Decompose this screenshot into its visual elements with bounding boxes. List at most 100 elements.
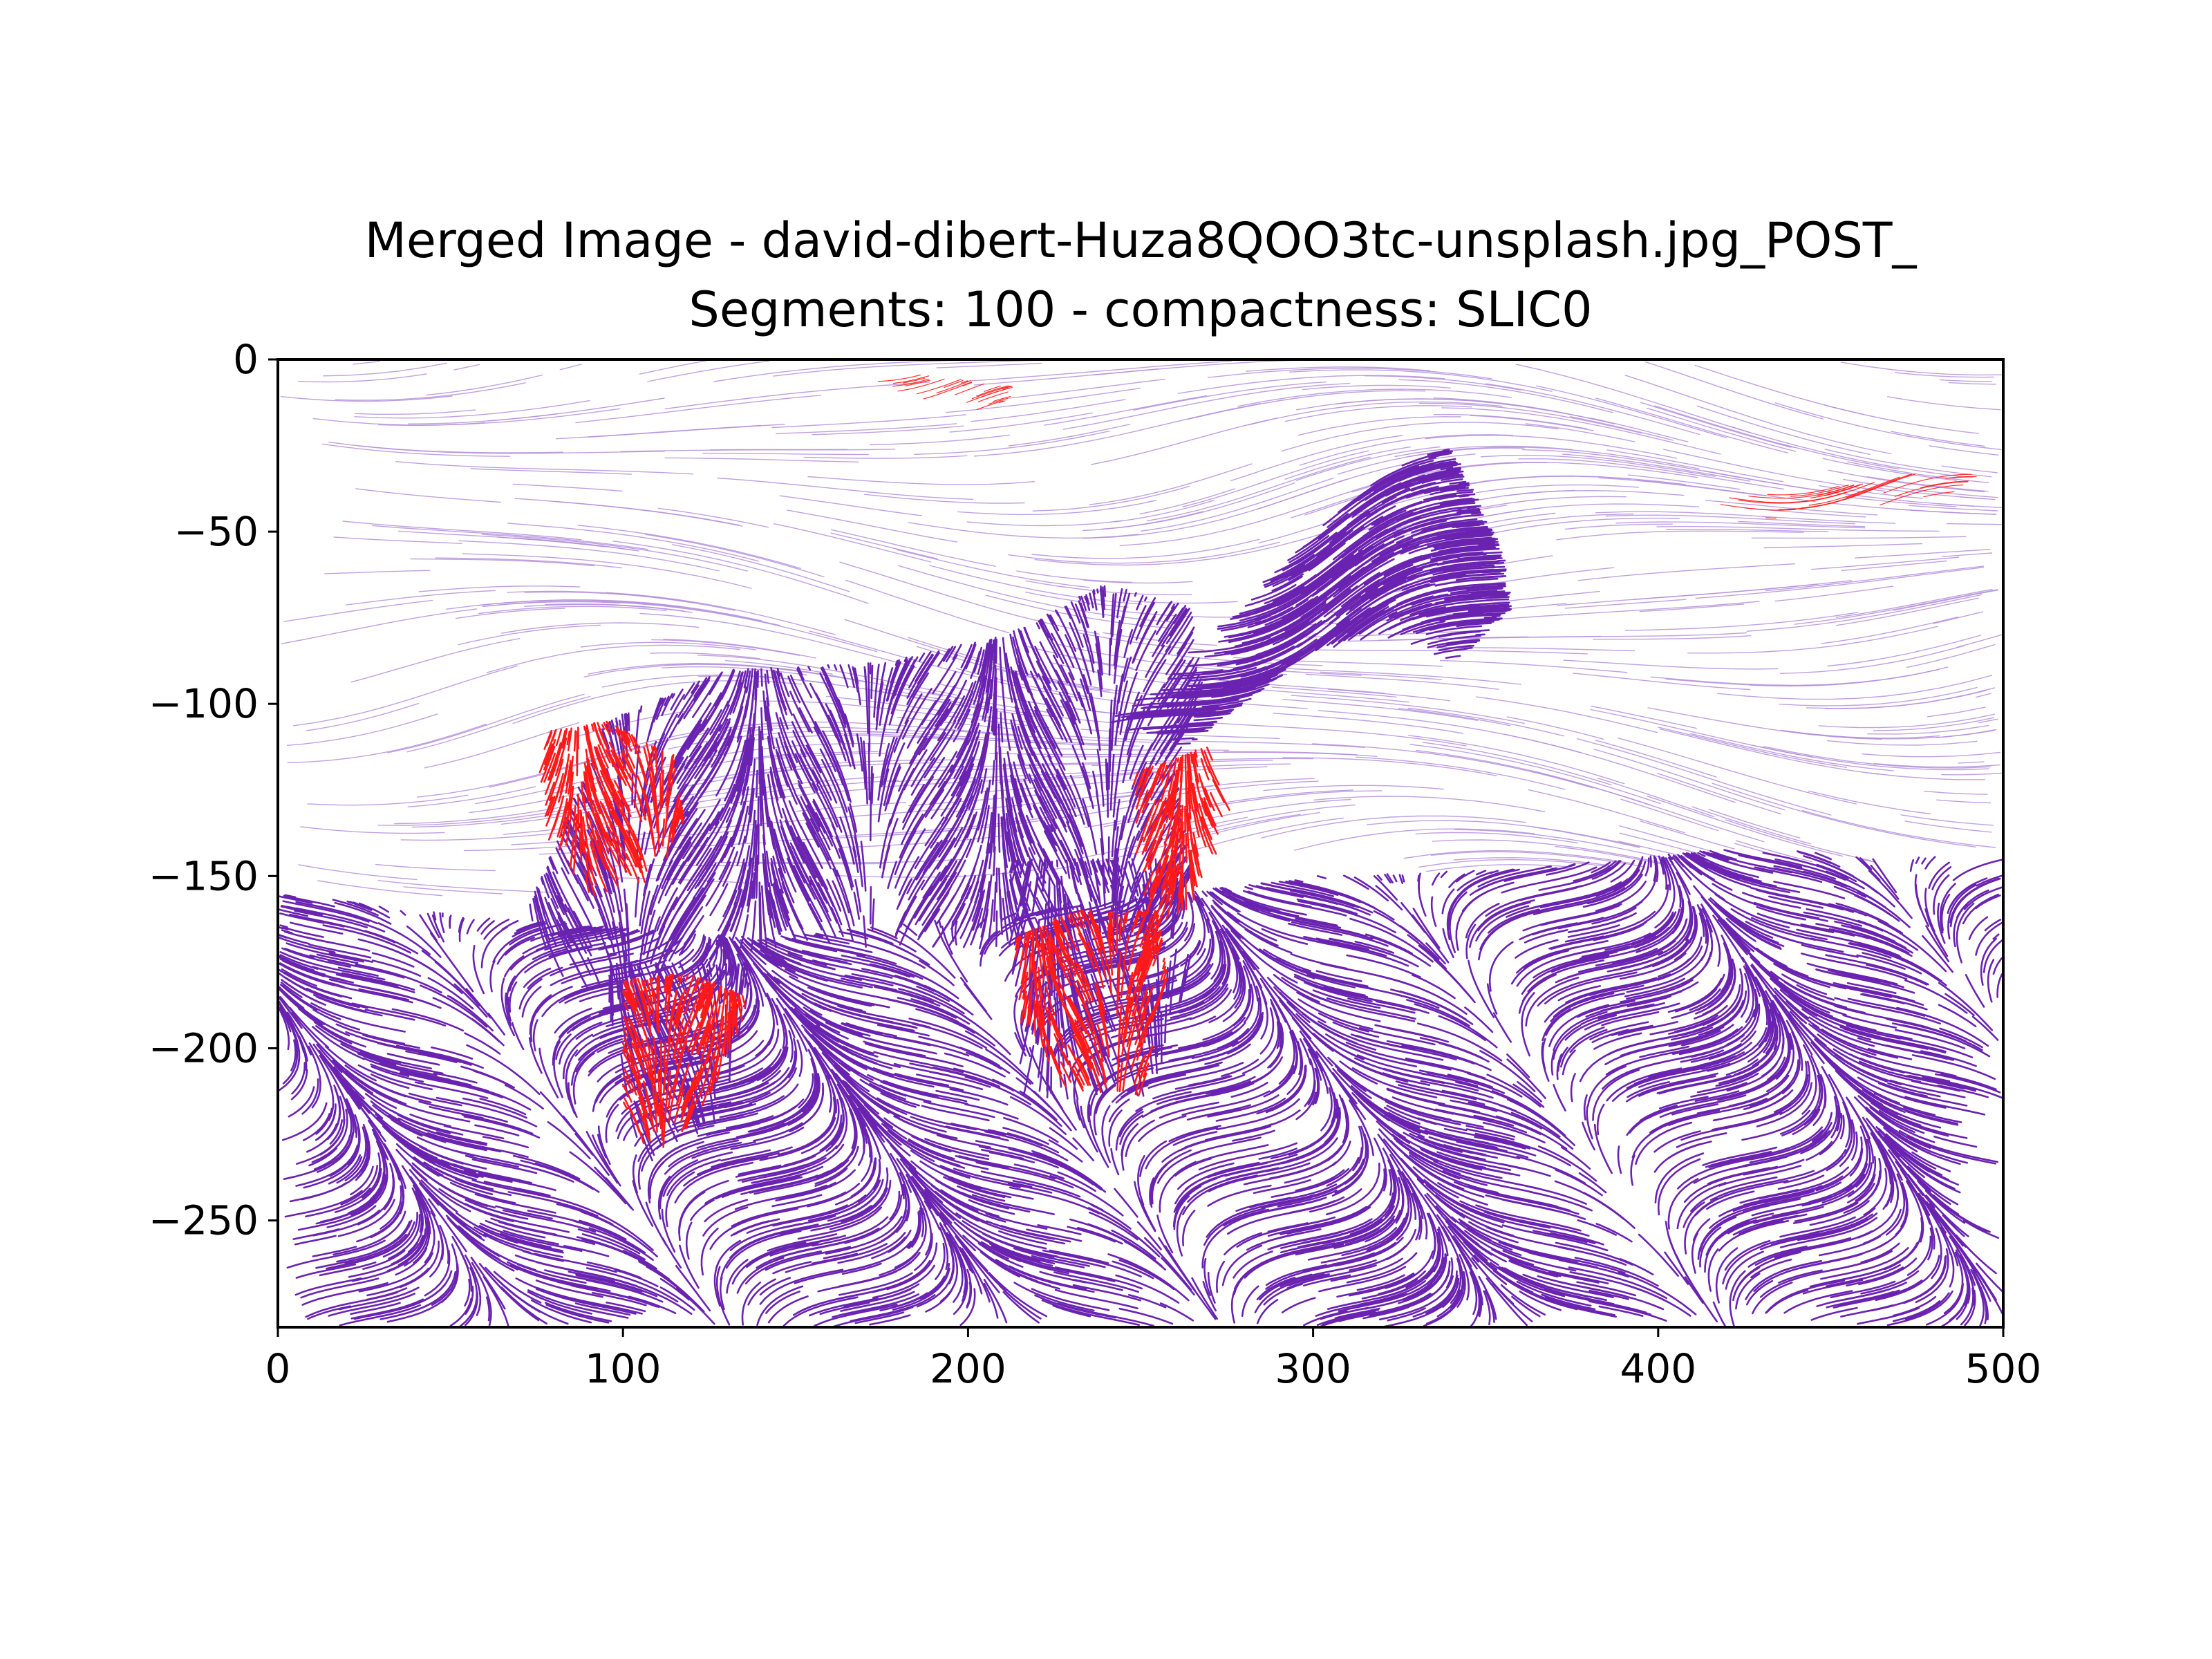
streamline-ground [1215, 1260, 1226, 1293]
streamline-ground [1001, 928, 1040, 949]
streamline-sky [667, 731, 899, 750]
streamline-zebra-body [808, 882, 836, 938]
streamline-ground [291, 1062, 306, 1095]
streamline-zebra-neck-head [1272, 586, 1304, 605]
streamline-ground [1770, 1213, 1873, 1246]
streamline-ground [1325, 1033, 1390, 1062]
streamline-ground [871, 1236, 906, 1259]
streamline-ground [1334, 1065, 1367, 1092]
streamline-ground [1892, 1022, 1953, 1040]
streamline-ground [1834, 920, 1877, 934]
streamline-zebra-body [993, 677, 997, 736]
streamline-ground [823, 1051, 856, 1082]
streamline-ground [814, 934, 824, 938]
streamline-ground [1244, 899, 1300, 917]
streamline-zebra-body [977, 649, 985, 675]
streamline-ground [408, 1092, 462, 1107]
streamline-ground [1334, 1307, 1380, 1319]
streamline-zebra-body [844, 713, 854, 745]
streamline-ground [1877, 920, 1947, 973]
streamline-ground [898, 988, 967, 1018]
streamline-zebra-body [561, 867, 587, 917]
streamline-sky [1942, 552, 1993, 557]
streamline-zebra-neck-head [1429, 621, 1494, 631]
streamline-ground [1953, 878, 2000, 912]
streamline-ground [1809, 1200, 1870, 1226]
streamline-ground [897, 929, 956, 979]
streamline-ground [971, 1194, 1055, 1215]
streamline-sky [1486, 601, 1760, 621]
streamline-ground [980, 930, 998, 955]
streamline-ground [1940, 893, 1951, 931]
streamline-ground [1842, 1027, 1929, 1050]
streamline-zebra-body [986, 679, 993, 713]
streamline-ground [1996, 973, 2003, 998]
streamline-ground [1777, 1174, 1825, 1190]
streamline-ground [821, 1051, 869, 1098]
streamline-ground [725, 1230, 802, 1269]
streamline-ground [1557, 1047, 1568, 1072]
streamline-ground [1815, 852, 1832, 861]
streamline-sky [1366, 820, 1640, 847]
streamline-ground [1447, 1226, 1479, 1263]
streamline-sky [287, 713, 438, 746]
streamline-zebra-neck-head [1463, 594, 1508, 599]
streamline-zebra-neck-head [1408, 527, 1489, 545]
streamline-ground [353, 1126, 360, 1159]
streamline-ground [1039, 1183, 1081, 1198]
streamline-ground [1263, 1283, 1303, 1306]
streamline-ground [1516, 951, 1557, 974]
streamline-ground [1661, 856, 1671, 891]
streamline-ground [386, 1053, 440, 1066]
streamline-ground [455, 1178, 512, 1197]
streamline-ground [1553, 984, 1644, 1018]
streamline-sky [545, 603, 684, 612]
streamline-ground [362, 1249, 406, 1270]
streamline-ground [1706, 1190, 1755, 1210]
streamline-ground [1863, 1168, 1888, 1216]
streamline-ground [327, 1085, 341, 1140]
streamline-ground [349, 1130, 369, 1182]
streamline-zebra-body [1065, 606, 1084, 648]
streamline-ground [1428, 1212, 1440, 1257]
streamline-zebra-neck-head [1450, 558, 1497, 564]
streamline-ground [877, 1024, 930, 1037]
streamline-sky [462, 553, 752, 589]
streamline-ground [825, 1216, 903, 1255]
streamline-ground [1683, 1201, 1705, 1228]
streamline-ground [808, 1179, 881, 1222]
streamline-ground [1703, 850, 1729, 862]
streamline-zebra-body [1014, 672, 1037, 730]
streamline-ground [357, 1174, 395, 1226]
streamline-ground [492, 927, 540, 963]
streamline-ground [1750, 1258, 1792, 1279]
streamline-ground [294, 1235, 337, 1246]
streamline-ground [400, 910, 406, 916]
streamline-ground [1072, 1284, 1142, 1302]
streamline-ground [1287, 922, 1343, 936]
streamline-sky [418, 585, 581, 592]
streamline-ground [737, 1156, 813, 1177]
streamline-ground [772, 1261, 812, 1275]
streamline-ground [496, 930, 547, 965]
streamline-ground [1521, 954, 1610, 995]
streamline-zebra-neck-head [1193, 716, 1224, 722]
streamline-ground [1537, 984, 1573, 1007]
streamline-zebra-body [640, 890, 650, 935]
streamline-ground [1418, 872, 1421, 890]
streamline-ground [1753, 1260, 1833, 1292]
streamline-zebra-neck-head [1318, 508, 1358, 540]
streamline-ground [954, 920, 958, 946]
streamline-ground [1815, 1136, 1863, 1192]
streamline-ground [696, 1157, 757, 1176]
streamline-ground [1204, 1043, 1251, 1065]
streamline-ground [306, 987, 368, 1009]
streamline-sky [410, 558, 595, 567]
streamline-ground [1378, 1275, 1454, 1321]
streamline-zebra-neck-head [1483, 616, 1497, 619]
streamline-ground [1196, 896, 1210, 921]
streamline-ground [1468, 1221, 1519, 1244]
streamline-ground [350, 1165, 374, 1196]
streamline-ground [1373, 875, 1398, 901]
streamline-ground [1297, 1218, 1383, 1248]
